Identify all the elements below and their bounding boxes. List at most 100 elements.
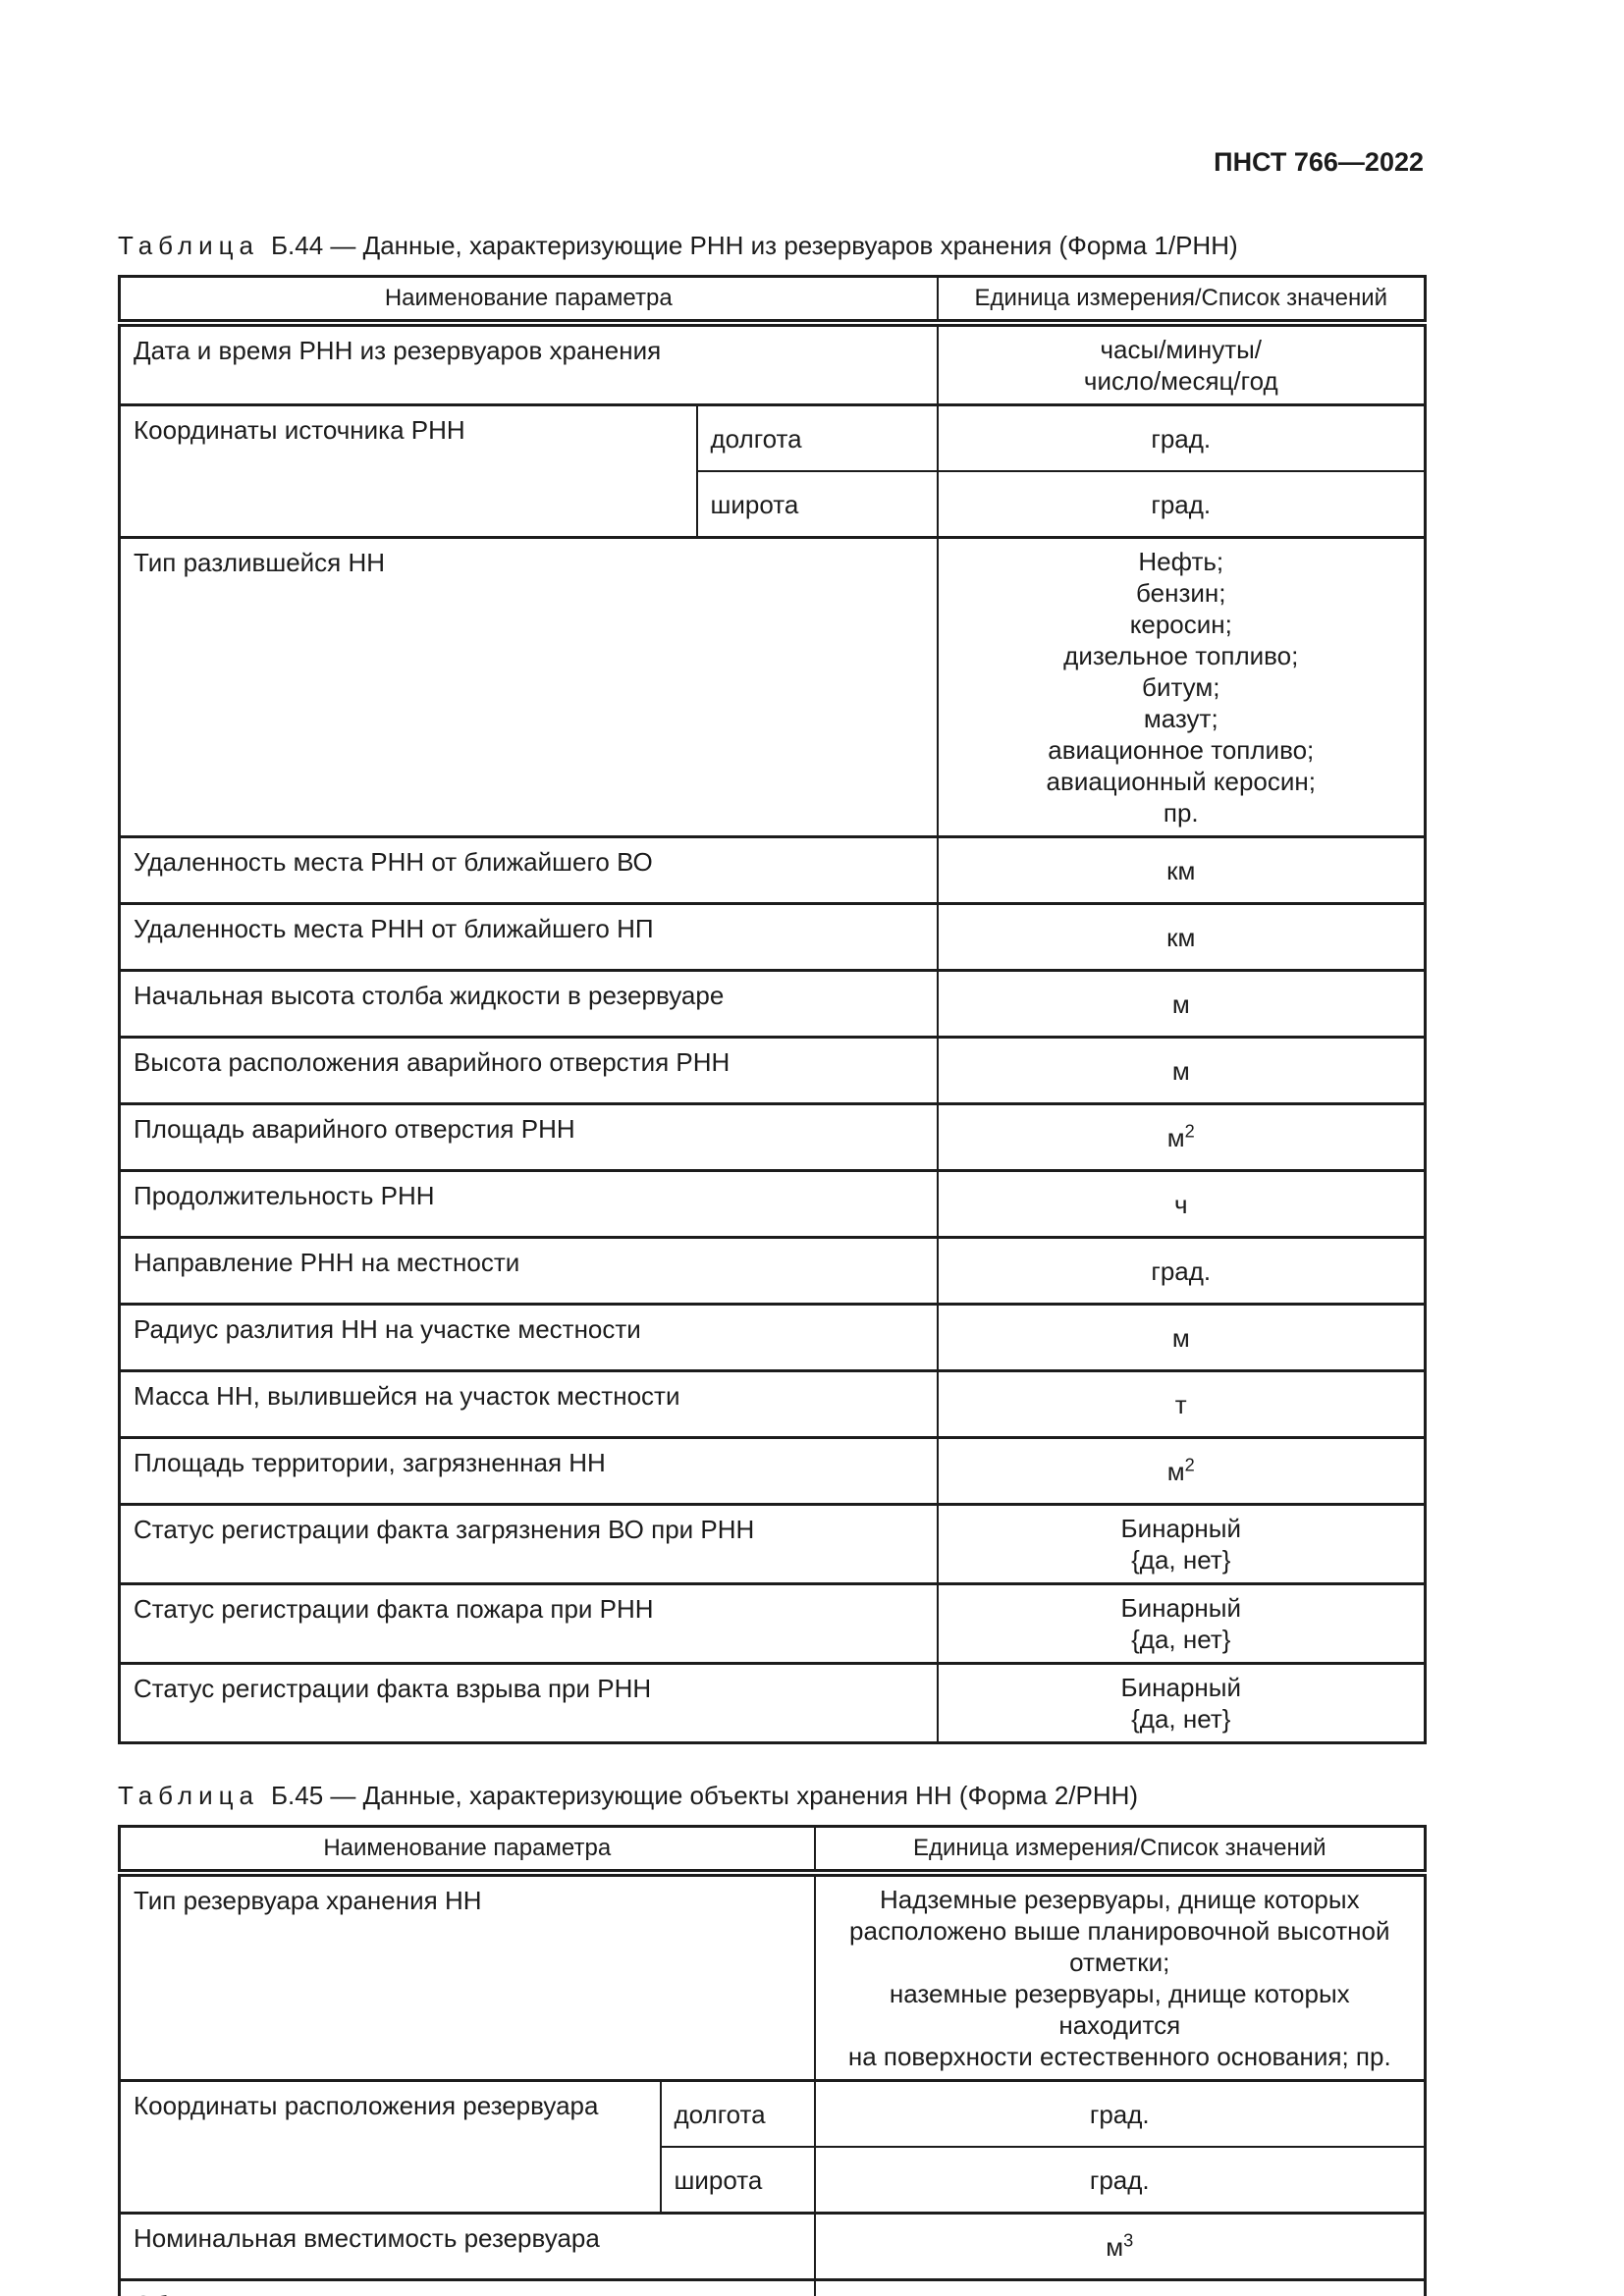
parameter-name-cell: Удаленность места РНН от ближайшего ВО xyxy=(119,835,938,904)
table-title-label: Таблица xyxy=(118,231,259,260)
parameter-name-cell: Номинальная вместимость резервуара xyxy=(119,2212,815,2280)
unit-line: град. xyxy=(1089,2164,1150,2195)
unit-line: керосин; xyxy=(1129,610,1232,639)
column-header-units: Единица измерения/Список значений xyxy=(936,276,1426,327)
table-header-row: Наименование параметра Единица измерения… xyxy=(119,276,1426,327)
unit-value-cell: м3 xyxy=(813,2278,1426,2296)
unit-value-cell: м xyxy=(936,1303,1426,1371)
table-title-text: Б.45 — Данные, характеризующие объекты х… xyxy=(270,1781,1139,1810)
parameter-name-cell: Координаты расположения резервуара xyxy=(119,2079,661,2214)
unit-line: мазут; xyxy=(1143,704,1218,733)
unit-value-cell: км xyxy=(936,902,1426,971)
superscript: 2 xyxy=(1184,1454,1195,1474)
coordinate-axis-cell: широта xyxy=(695,470,938,538)
superscript: 3 xyxy=(1123,2229,1134,2250)
parameter-name-cell: Дата и время РНН из резервуаров хранения xyxy=(119,321,938,405)
unit-line: м2 xyxy=(1166,1120,1195,1152)
unit-line: км xyxy=(1166,855,1196,885)
unit-value-cell: ч xyxy=(936,1169,1426,1238)
unit-line: бензин; xyxy=(1136,578,1226,608)
table-row: Площадь аварийного отверстия РНН м2 xyxy=(119,1102,1426,1171)
unit-value-cell: Нефть; бензин; керосин; дизельное топливо; б… xyxy=(936,536,1426,837)
unit-value-cell: м xyxy=(936,1036,1426,1104)
table-b44: Наименование параметра Единица измерения… xyxy=(118,275,1428,1744)
parameter-name-cell: Площадь территории, загрязненная НН xyxy=(119,1436,938,1505)
unit-value-cell: м xyxy=(936,969,1426,1038)
unit-line: авиационный керосин; xyxy=(1046,767,1316,796)
table-row: Удаленность места РНН от ближайшего ВО км xyxy=(119,835,1426,904)
unit-line: м2 xyxy=(1166,1454,1195,1486)
column-header-parameter: Наименование параметра xyxy=(119,276,938,327)
unit-line: град. xyxy=(1151,489,1212,519)
parameter-name-cell: Статус регистрации факта взрыва при РНН xyxy=(119,1662,938,1743)
parameter-name-cell: Начальная высота столба жидкости в резер… xyxy=(119,969,938,1038)
table-row: Объем НН в резервуаре на момент РННм3 xyxy=(119,2278,1426,2296)
unit-line: наземные резервуары, днище которых наход… xyxy=(889,1979,1350,2040)
parameter-name-cell: Площадь аварийного отверстия РНН xyxy=(119,1102,938,1171)
unit-line: отметки; xyxy=(1069,1948,1170,1977)
parameter-name-cell: Масса НН, вылившейся на участок местност… xyxy=(119,1369,938,1438)
unit-line: м xyxy=(1171,1322,1190,1353)
page-content: ПНСТ 766—2022 Таблица Б.44 — Данные, хара… xyxy=(118,147,1428,2296)
unit-value-cell: т xyxy=(936,1369,1426,1438)
unit-value-cell: Бинарный {да, нет} xyxy=(936,1503,1426,1584)
unit-line: Надземные резервуары, днище которых xyxy=(879,1885,1360,1914)
unit-line: град. xyxy=(1089,2099,1150,2129)
column-header-parameter: Наименование параметра xyxy=(119,1826,815,1877)
table-header-row: Наименование параметра Единица измерения… xyxy=(119,1826,1426,1877)
unit-value-cell: град. xyxy=(936,403,1426,471)
unit-value-cell: град. xyxy=(813,2146,1426,2214)
unit-line: битум; xyxy=(1142,672,1220,702)
table-row: Масса НН, вылившейся на участок местност… xyxy=(119,1369,1426,1438)
parameter-name-cell: Удаленность места РНН от ближайшего НП xyxy=(119,902,938,971)
unit-line: град. xyxy=(1151,1255,1212,1286)
table-row: Статус регистрации факта взрыва при РНН Б… xyxy=(119,1662,1426,1743)
unit-line: т xyxy=(1174,1389,1187,1419)
unit-line: м3 xyxy=(1106,2229,1134,2262)
table-row: Дата и время РНН из резервуаров хранения… xyxy=(119,321,1426,405)
unit-value-cell: град. xyxy=(813,2079,1426,2147)
unit-line: Бинарный xyxy=(1120,1514,1241,1543)
table-title-label: Таблица xyxy=(118,1781,259,1810)
table-row: Координаты расположения резервуара долгот… xyxy=(119,2079,1426,2214)
table-row: Тип резервуара хранения НН Надземные резе… xyxy=(119,1871,1426,2081)
unit-line: авиационное топливо; xyxy=(1048,735,1315,765)
unit-line: расположено выше планировочной высотной xyxy=(849,1916,1390,1946)
parameter-name-cell: Направление РНН на местности xyxy=(119,1236,938,1305)
table-title-text: Б.44 — Данные, характеризующие РНН из ре… xyxy=(270,231,1238,260)
unit-line: м xyxy=(1171,1055,1190,1086)
unit-line: на поверхности естественного основания; … xyxy=(847,2042,1391,2071)
unit-value-cell: м3 xyxy=(813,2212,1426,2280)
table-row: Начальная высота столба жидкости в резер… xyxy=(119,969,1426,1038)
unit-line: ч xyxy=(1173,1189,1188,1219)
table-row: Номинальная вместимость резервуара м3 xyxy=(119,2212,1426,2280)
parameter-name-cell: Объем НН в резервуаре на момент РНН xyxy=(119,2278,815,2296)
parameter-name-cell: Статус регистрации факта пожара при РНН xyxy=(119,1582,938,1664)
parameter-name-cell: Продолжительность РНН xyxy=(119,1169,938,1238)
doc-number: ПНСТ 766—2022 xyxy=(1214,147,1424,177)
unit-line: часы/минуты/ xyxy=(1100,335,1263,364)
unit-line: км xyxy=(1166,922,1196,952)
unit-line: Бинарный xyxy=(1120,1673,1241,1702)
unit-line: {да, нет} xyxy=(1131,1704,1231,1734)
parameter-name-cell: Радиус разлития НН на участке местности xyxy=(119,1303,938,1371)
parameter-name-cell: Координаты источника РНН xyxy=(119,403,697,538)
table-b44-title: Таблица Б.44 — Данные, характеризующие РН… xyxy=(118,231,1424,261)
unit-value-cell: град. xyxy=(936,1236,1426,1305)
unit-value-cell: м2 xyxy=(936,1436,1426,1505)
table-b45-title: Таблица Б.45 — Данные, характеризующие об… xyxy=(118,1781,1424,1811)
unit-value-cell: м2 xyxy=(936,1102,1426,1171)
table-b45: Наименование параметра Единица измерения… xyxy=(118,1825,1428,2296)
table-row: Радиус разлития НН на участке местности м xyxy=(119,1303,1426,1371)
unit-value-cell: Надземные резервуары, днище которых распо… xyxy=(813,1871,1426,2081)
table-row: Удаленность места РНН от ближайшего НП км xyxy=(119,902,1426,971)
table-row: широта град. xyxy=(120,2146,1426,2214)
unit-value-cell: км xyxy=(936,835,1426,904)
table-row: Тип разлившейся НН Нефть; бензин; керосин; д… xyxy=(119,536,1426,837)
unit-line: дизельное топливо; xyxy=(1063,641,1299,670)
parameter-name-cell: Тип разлившейся НН xyxy=(119,536,938,837)
unit-line: число/месяц/год xyxy=(1083,366,1278,396)
unit-line: Бинарный xyxy=(1120,1593,1241,1623)
unit-value-cell: град. xyxy=(936,470,1426,538)
